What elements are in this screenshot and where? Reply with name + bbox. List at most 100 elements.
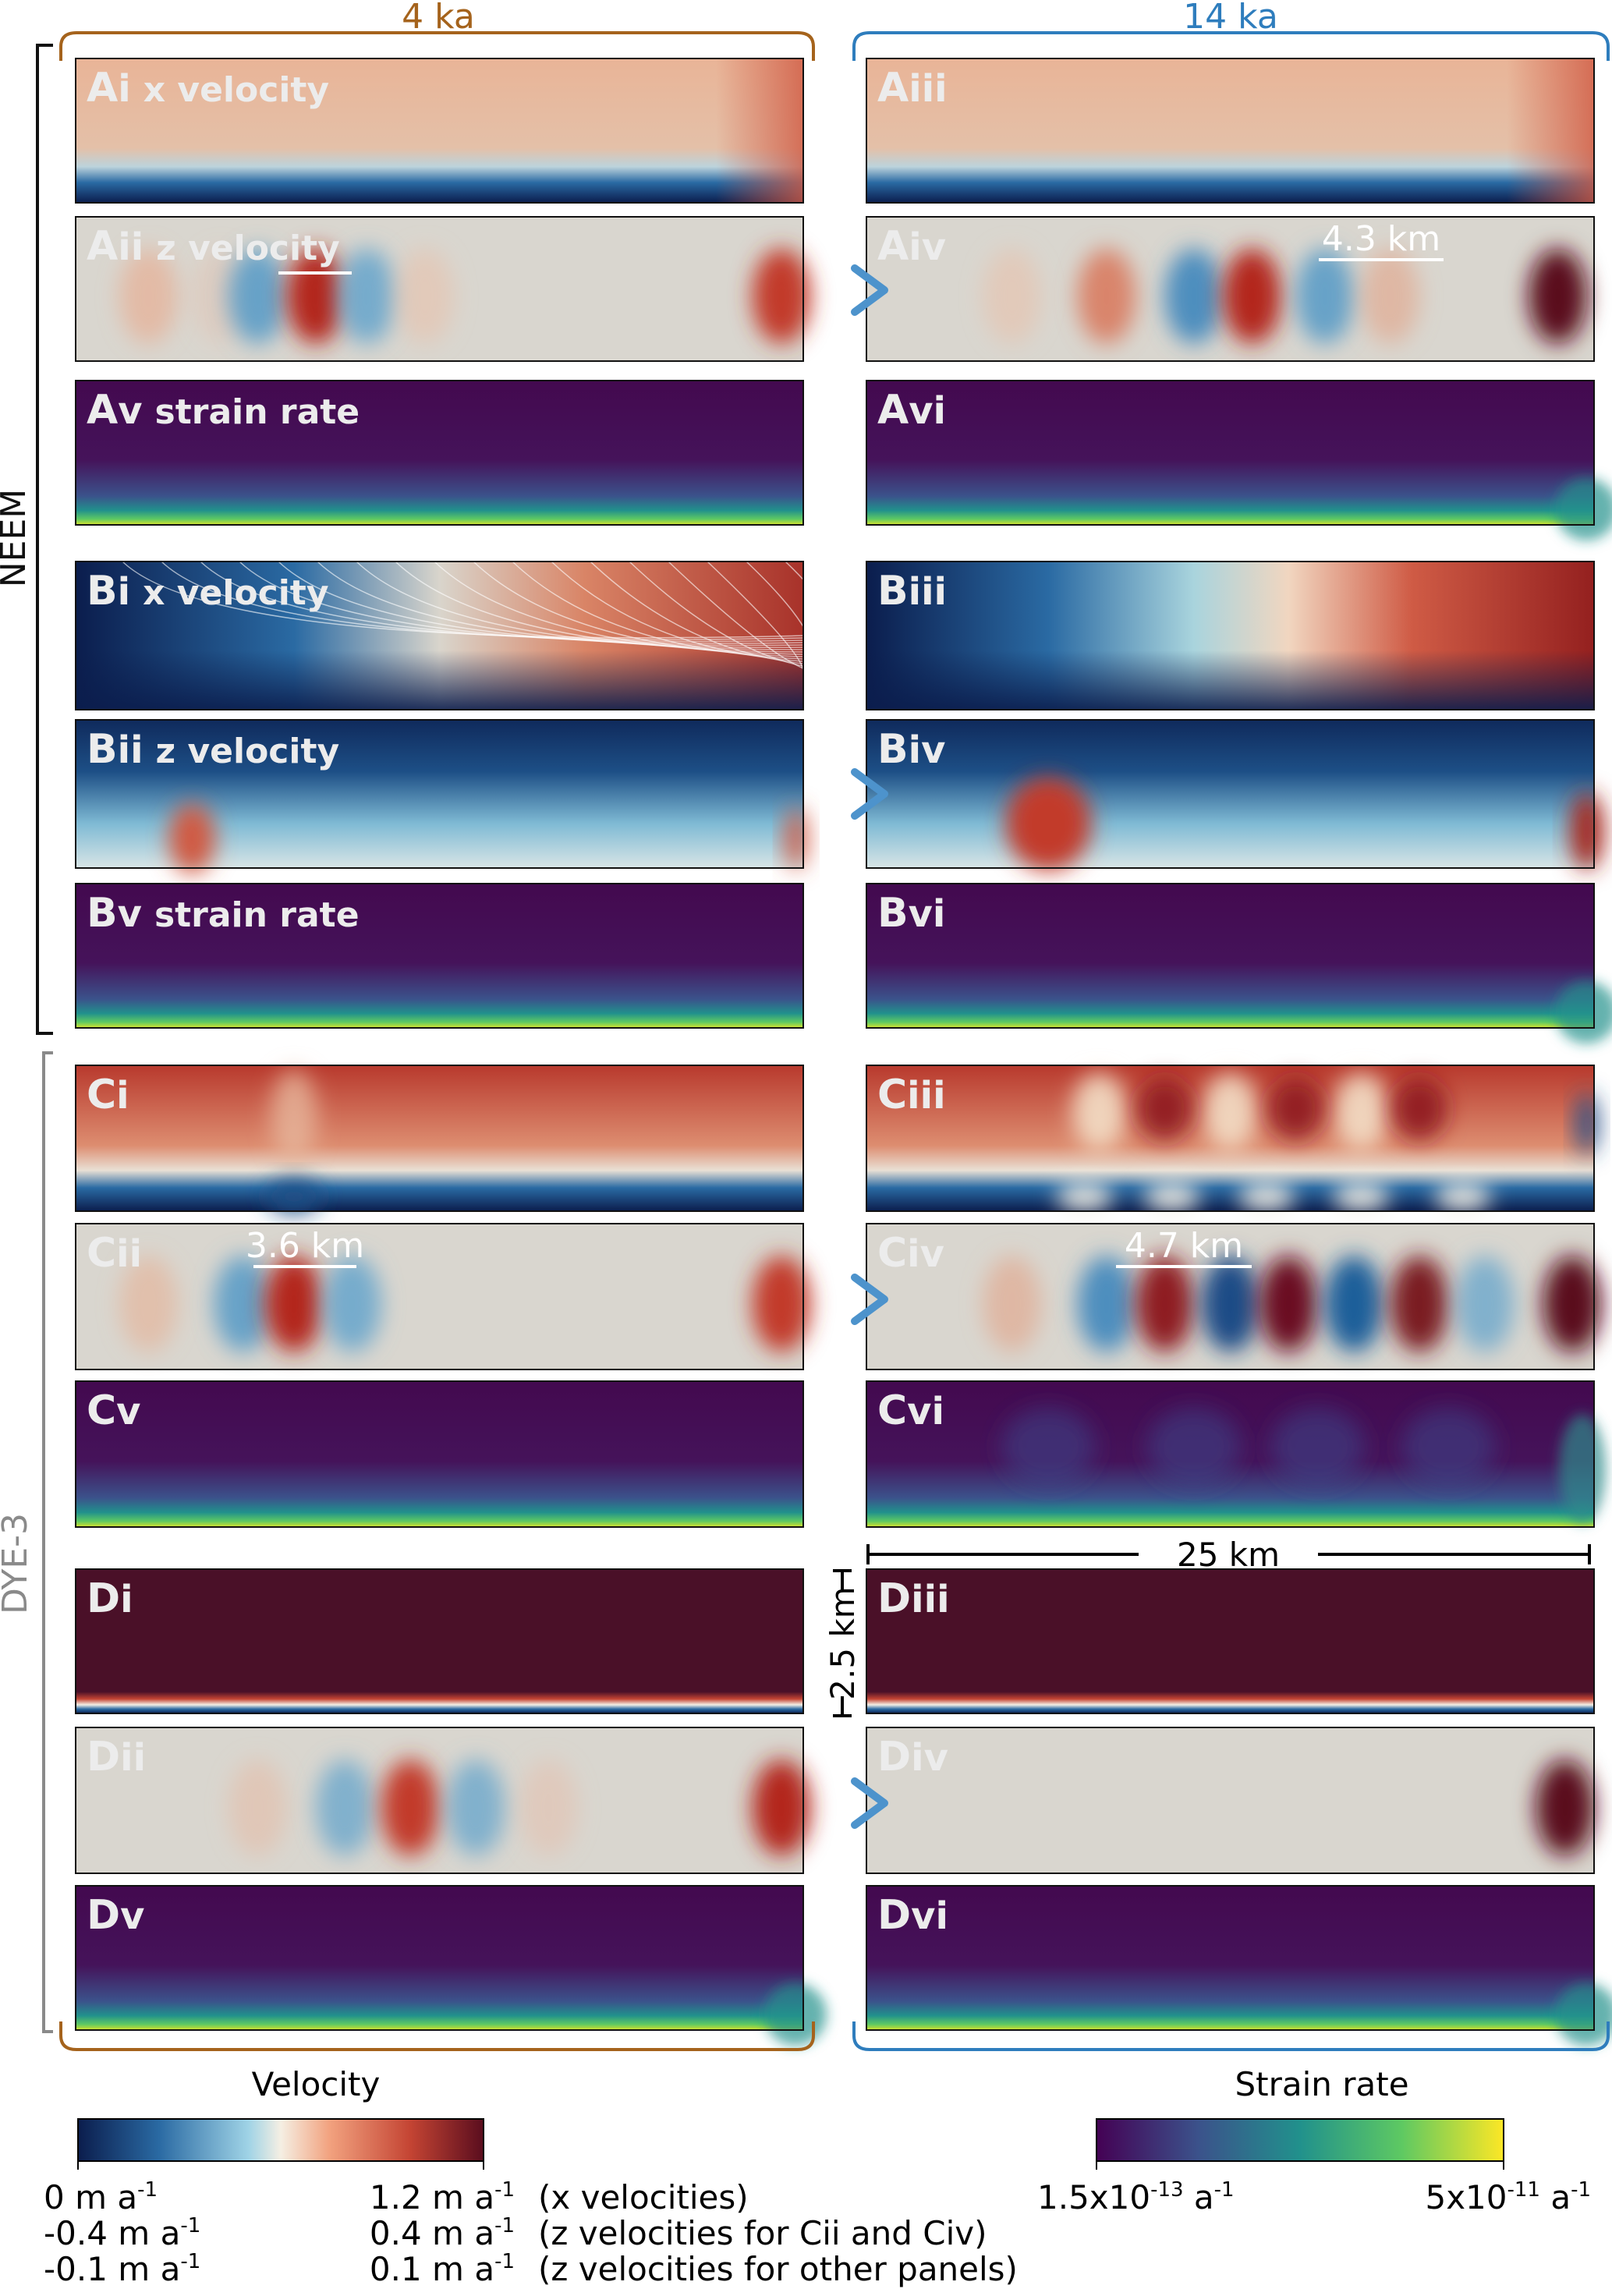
site-label-dye3: DYE-3 — [0, 1513, 35, 1614]
panel-ci: Ci — [75, 1065, 804, 1214]
panel-frame — [866, 561, 1595, 710]
velocity-row-note: (x velocities) — [538, 2178, 749, 2216]
panel-bi: Bi x velocity — [75, 561, 838, 710]
panel-biv: Biv — [866, 719, 1604, 870]
panel-frame — [75, 883, 804, 1029]
panel-label: Cv — [87, 1387, 140, 1434]
panel-label: Cvi — [877, 1387, 944, 1434]
panel-aiv: Aiv 4.3 km — [866, 216, 1595, 362]
bracket-dye3 — [42, 1051, 53, 2033]
panel-frame — [75, 1885, 804, 2031]
panel-bvi: Bvi — [866, 883, 1612, 1043]
panel-label: Bvi — [877, 890, 945, 937]
panel-label: Biv — [877, 726, 945, 773]
panel-label: Avi — [877, 387, 946, 434]
panel-label: Di — [87, 1575, 133, 1622]
dimension-height: 2.5 km — [824, 1569, 862, 1717]
scale-label: 3.6 km — [246, 1226, 364, 1266]
velocity-max-label: 1.2 m a-1 — [370, 2178, 515, 2216]
panel-label: Cii — [87, 1230, 142, 1277]
panel-frame — [75, 380, 804, 526]
panel-div: Div — [866, 1727, 1595, 1874]
panel-cvi: Cvi — [866, 1380, 1606, 1528]
panel-civ: Civ 4.7 km — [866, 1223, 1602, 1370]
panel-avi: Avi — [866, 380, 1612, 540]
panel-cii: Cii 3.6 km — [75, 1223, 811, 1370]
panel-frame — [75, 561, 804, 710]
panel-frame — [75, 1065, 804, 1212]
velocity-row-note: (z velocities for Cii and Civ) — [538, 2214, 987, 2252]
scale-label: 4.7 km — [1125, 1226, 1243, 1266]
panel-label: Bii z velocity — [87, 726, 339, 773]
panel-ciii: Ciii — [866, 1065, 1599, 1213]
dimension-width-label: 25 km — [1177, 1536, 1280, 1574]
header-4ka: 4 ka — [402, 0, 475, 37]
bracket-14ka-bottom — [852, 2021, 1610, 2051]
panel-dvi: Dvi — [866, 1885, 1612, 2046]
velocity-min-label: -0.4 m a-1 — [44, 2214, 200, 2252]
panel-frame — [75, 1568, 804, 1714]
velocity-colorbar — [77, 2118, 484, 2162]
velocity-min-label: -0.1 m a-1 — [44, 2250, 200, 2288]
panel-cv: Cv — [75, 1380, 804, 1528]
panel-label: Aiv — [877, 223, 946, 270]
panel-frame — [75, 58, 804, 204]
panel-label: Dii — [87, 1734, 146, 1780]
panel-label: Ci — [87, 1072, 129, 1118]
panel-diii: Diii — [866, 1568, 1595, 1714]
panel-label: Av strain rate — [87, 387, 360, 434]
bracket-14ka-top — [852, 31, 1610, 61]
panel-label: Biii — [877, 568, 947, 615]
site-label-neem: NEEM — [0, 489, 34, 587]
dimension-height-label: 2.5 km — [824, 1586, 862, 1699]
panel-label: Aii z velocity — [87, 223, 340, 270]
panel-frame — [866, 883, 1595, 1029]
panel-frame — [866, 380, 1595, 526]
panel-di: Di — [75, 1568, 804, 1714]
panel-dii: Dii — [75, 1727, 811, 1874]
bracket-4ka-top — [59, 31, 815, 61]
velocity-colorbar-title: Velocity — [252, 2065, 381, 2103]
panel-biii: Biii — [866, 561, 1595, 710]
panel-label: Div — [877, 1734, 948, 1780]
dimension-width: 25 km — [866, 1536, 1591, 1574]
transition-arrow-icon — [784, 1777, 888, 1829]
panel-bii: Bii z velocity — [75, 719, 808, 873]
transition-arrow-icon — [784, 264, 888, 316]
panel-label: Ai x velocity — [87, 65, 329, 112]
velocity-max-label: 0.1 m a-1 — [370, 2250, 515, 2288]
panel-ai: Ai x velocity — [75, 58, 804, 204]
panel-frame — [866, 58, 1595, 204]
strain-max-label: 5x10-11 a-1 — [1425, 2178, 1591, 2216]
panel-grid: Ai x velocity Aiii Aii z velocity Aiv 4.3 km Av… — [75, 58, 1612, 2046]
strain-colorbar-title: Strain rate — [1235, 2065, 1408, 2103]
strain-colorbar — [1096, 2118, 1504, 2162]
panel-label: Diii — [877, 1575, 950, 1622]
scale-label: 4.3 km — [1322, 219, 1440, 259]
velocity-max-label: 0.4 m a-1 — [370, 2214, 515, 2252]
panel-label: Aiii — [877, 65, 948, 112]
panel-frame — [866, 1885, 1595, 2031]
panel-aiii: Aiii — [866, 58, 1595, 204]
panel-label: Dvi — [877, 1892, 948, 1939]
panel-frame — [75, 1380, 804, 1528]
panel-label: Civ — [877, 1230, 944, 1277]
strain-min-label: 1.5x10-13 a-1 — [1037, 2178, 1235, 2216]
panel-label: Ciii — [877, 1072, 946, 1118]
panel-label: Bi x velocity — [87, 568, 329, 615]
panel-frame — [866, 1380, 1595, 1528]
transition-arrow-icon — [784, 1274, 888, 1325]
panel-label: Bv strain rate — [87, 890, 360, 937]
panel-av: Av strain rate — [75, 380, 804, 526]
velocity-min-label: 0 m a-1 — [44, 2178, 158, 2216]
bracket-neem — [36, 44, 53, 1035]
bracket-4ka-bottom — [59, 2021, 815, 2051]
panel-frame — [866, 1568, 1595, 1714]
panel-label: Dv — [87, 1892, 144, 1939]
velocity-row-note: (z velocities for other panels) — [538, 2250, 1018, 2288]
panel-bv: Bv strain rate — [75, 883, 804, 1029]
panel-aii: Aii z velocity — [75, 216, 811, 362]
header-14ka: 14 ka — [1183, 0, 1278, 37]
